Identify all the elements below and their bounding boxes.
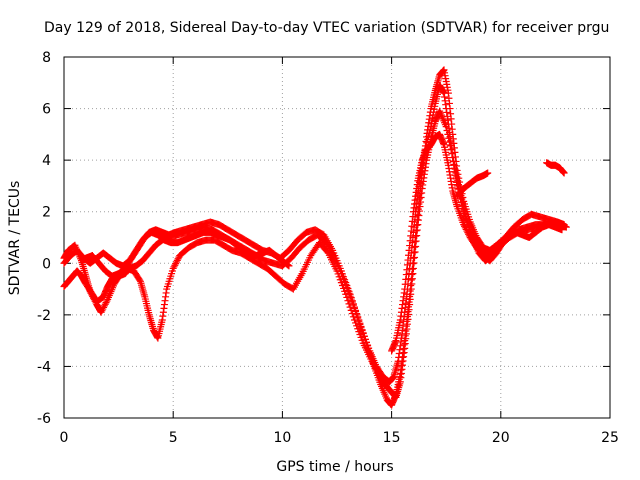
data-point xyxy=(352,306,360,314)
data-point xyxy=(172,258,180,266)
y-tick-label: 6 xyxy=(42,102,51,118)
y-tick-label: -6 xyxy=(37,411,51,427)
data-point xyxy=(172,260,180,268)
data-point xyxy=(102,299,110,307)
data-point xyxy=(169,264,177,272)
data-point xyxy=(88,291,96,299)
x-tick-label: 15 xyxy=(383,430,401,446)
data-point xyxy=(445,134,453,142)
data-point xyxy=(91,297,99,305)
x-tick-label: 0 xyxy=(60,430,69,446)
data-point xyxy=(446,142,454,150)
chart-title: Day 129 of 2018, Sidereal Day-to-day VTE… xyxy=(44,20,609,36)
data-point xyxy=(174,255,182,263)
data-point xyxy=(461,224,469,232)
data-point xyxy=(455,174,463,182)
data-point xyxy=(360,332,368,340)
data-point xyxy=(86,288,94,296)
data-point xyxy=(359,329,367,337)
data-point xyxy=(357,322,365,330)
data-point xyxy=(283,261,291,269)
y-tick-label: 4 xyxy=(42,153,51,169)
data-point xyxy=(454,170,462,178)
data-point xyxy=(560,169,568,177)
data-point xyxy=(443,126,451,134)
data-point xyxy=(465,230,473,238)
data-point xyxy=(558,226,566,234)
data-point xyxy=(98,307,106,315)
data-point xyxy=(463,227,471,235)
data-point xyxy=(323,248,331,256)
data-point xyxy=(136,276,144,284)
data-points xyxy=(60,66,570,409)
data-point xyxy=(456,178,464,186)
data-point xyxy=(453,166,461,174)
x-axis-label: GPS time / hours xyxy=(276,459,393,475)
series-track-c xyxy=(60,66,568,409)
data-point xyxy=(171,261,179,269)
data-point xyxy=(285,262,293,270)
axis-ticks: 0 5 10 15 20 25 -6 -4 -2 0 2 4 6 8 xyxy=(37,50,619,446)
data-point xyxy=(464,229,472,237)
data-point xyxy=(350,303,358,311)
series-track-d xyxy=(77,228,293,280)
data-point xyxy=(101,300,109,308)
data-point xyxy=(445,138,453,146)
x-tick-label: 20 xyxy=(492,430,510,446)
data-point xyxy=(100,303,108,311)
x-tick-label: 5 xyxy=(169,430,178,446)
y-tick-label: 8 xyxy=(42,50,51,66)
series-track-e xyxy=(388,130,566,355)
data-point xyxy=(346,290,354,298)
data-point xyxy=(484,169,492,177)
data-point xyxy=(349,300,357,308)
data-point xyxy=(462,225,470,233)
data-point xyxy=(284,261,292,269)
data-point xyxy=(90,296,98,304)
data-point xyxy=(362,339,370,347)
data-point xyxy=(97,308,105,316)
data-point xyxy=(560,221,568,229)
data-point xyxy=(356,319,364,327)
data-point xyxy=(354,313,362,321)
y-tick-label: -2 xyxy=(37,308,51,324)
data-point xyxy=(355,316,363,324)
data-point xyxy=(442,123,450,131)
y-tick-label: -4 xyxy=(37,359,51,375)
data-point xyxy=(361,335,369,343)
data-point xyxy=(89,292,97,300)
data-point xyxy=(103,297,111,305)
data-point xyxy=(358,326,366,334)
data-point xyxy=(348,297,356,305)
data-point xyxy=(89,294,97,302)
data-point xyxy=(347,293,355,301)
data-point xyxy=(173,256,181,264)
data-point xyxy=(100,302,108,310)
data-point xyxy=(460,221,468,229)
data-point xyxy=(460,222,468,230)
x-tick-label: 10 xyxy=(273,430,291,446)
plot-frame xyxy=(63,56,611,419)
x-tick-label: 25 xyxy=(601,430,619,446)
data-point xyxy=(448,150,456,158)
y-axis-label: SDTVAR / TECUs xyxy=(7,181,23,296)
data-point xyxy=(170,263,178,271)
data-point xyxy=(87,289,95,297)
y-tick-label: 2 xyxy=(42,205,51,221)
series-track-f xyxy=(453,159,568,200)
data-point xyxy=(459,194,467,202)
data-point xyxy=(353,310,361,318)
data-point xyxy=(99,305,107,313)
y-tick-label: 0 xyxy=(42,256,51,272)
